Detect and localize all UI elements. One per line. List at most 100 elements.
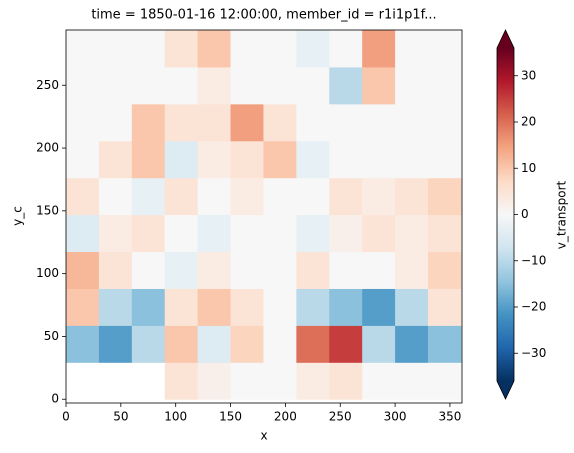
heatmap-cell (395, 362, 429, 400)
heatmap-cell (164, 30, 199, 68)
y-tick-label: 250 (36, 78, 59, 92)
heatmap-cell (98, 251, 133, 289)
heatmap-cell (263, 140, 297, 179)
heatmap-cell (329, 214, 363, 253)
heatmap-cell (427, 66, 462, 105)
colorbar-label: v_transport (555, 180, 569, 249)
heatmap-cell (362, 251, 396, 289)
heatmap-cell (98, 103, 133, 142)
heatmap-cell (164, 66, 199, 105)
plot-frame (65, 29, 463, 404)
heatmap-cell (263, 214, 297, 253)
heatmap-cell (263, 30, 297, 68)
heatmap-cell (263, 325, 297, 363)
heatmap-cell (296, 288, 330, 326)
y-tick-label: 100 (36, 266, 59, 280)
heatmap-cell (164, 177, 199, 216)
heatmap-cell (131, 214, 166, 253)
heatmap-cell (329, 103, 363, 142)
heatmap-cell (395, 66, 429, 105)
colorbar-tick-label: −30 (521, 346, 546, 360)
colorbar-extend-bottom (497, 381, 514, 399)
heatmap-cell (98, 66, 133, 105)
heatmap-cell (395, 140, 429, 179)
heatmap-cell (263, 251, 297, 289)
x-tick-label: 250 (329, 410, 352, 424)
heatmap-cell (296, 177, 330, 216)
heatmap-cell (329, 251, 363, 289)
heatmap-cell (296, 103, 330, 142)
heatmap-cell (164, 325, 199, 363)
heatmap-cell (362, 177, 396, 216)
x-tick-label: 150 (219, 410, 242, 424)
colorbar-tick-label: 0 (521, 207, 529, 221)
heatmap-cell (362, 325, 396, 363)
x-tick-label: 50 (113, 410, 128, 424)
heatmap-cell (197, 140, 232, 179)
heatmap-cell (164, 214, 199, 253)
heatmap-cell (296, 214, 330, 253)
heatmap-cell (197, 30, 232, 68)
heatmap-cell (131, 288, 166, 326)
heatmap-cell (329, 140, 363, 179)
heatmap-cell (427, 362, 462, 400)
heatmap-cell (263, 362, 297, 400)
heatmap-cell (197, 66, 232, 105)
heatmap-cell (395, 30, 429, 68)
heatmap-cell (362, 214, 396, 253)
heatmap-cell (427, 177, 462, 216)
heatmap-cell (98, 140, 133, 179)
heatmap-cell (230, 325, 264, 363)
heatmap-cell (131, 30, 166, 68)
colorbar-tick-label: 10 (521, 161, 536, 175)
heatmap-cell (131, 177, 166, 216)
heatmap-cell (230, 103, 264, 142)
heatmap-cell (296, 140, 330, 179)
heatmap-cell (197, 325, 232, 363)
heatmap-cell (98, 325, 133, 363)
y-tick-label: 0 (51, 392, 59, 406)
heatmap-cell (164, 103, 199, 142)
heatmap-cell (427, 251, 462, 289)
heatmap-cell (98, 214, 133, 253)
colorbar-tick-label: −20 (521, 300, 546, 314)
colorbar-tick-label: 20 (521, 115, 536, 129)
heatmap-cell (362, 362, 396, 400)
heatmap-cell (362, 140, 396, 179)
heatmap-cell (362, 66, 396, 105)
heatmap-cell (131, 325, 166, 363)
x-tick-label: 200 (274, 410, 297, 424)
heatmap-cell (427, 214, 462, 253)
heatmap-cell (296, 362, 330, 400)
heatmap-cell (131, 66, 166, 105)
heatmap-cell (263, 103, 297, 142)
heatmap-cell (395, 214, 429, 253)
heatmap-cell (230, 30, 264, 68)
chart-title: time = 1850-01-16 12:00:00, member_id = … (91, 8, 436, 23)
heatmap-cell (197, 251, 232, 289)
heatmap-cell (296, 251, 330, 289)
heatmap-cell (197, 362, 232, 400)
heatmap-cell (98, 288, 133, 326)
heatmap-cell (131, 140, 166, 179)
heatmap-cell (164, 251, 199, 289)
x-tick-label: 0 (62, 410, 70, 424)
heatmap-cell (263, 177, 297, 216)
x-axis-label: x (260, 429, 267, 443)
heatmap-cell (329, 325, 363, 363)
heatmap-cell (329, 288, 363, 326)
heatmap-cell (395, 177, 429, 216)
colorbar-tick-label: −10 (521, 253, 546, 267)
x-tick-label: 300 (384, 410, 407, 424)
heatmap-cell (66, 66, 100, 105)
heatmap-cell (395, 103, 429, 142)
heatmap-cell (131, 251, 166, 289)
heatmap-cell (230, 214, 264, 253)
heatmap-cell (230, 66, 264, 105)
x-tick-label: 350 (438, 410, 461, 424)
heatmap-cell (230, 177, 264, 216)
colorbar (497, 48, 514, 381)
heatmap-cell (197, 214, 232, 253)
heatmap-cell (230, 140, 264, 179)
